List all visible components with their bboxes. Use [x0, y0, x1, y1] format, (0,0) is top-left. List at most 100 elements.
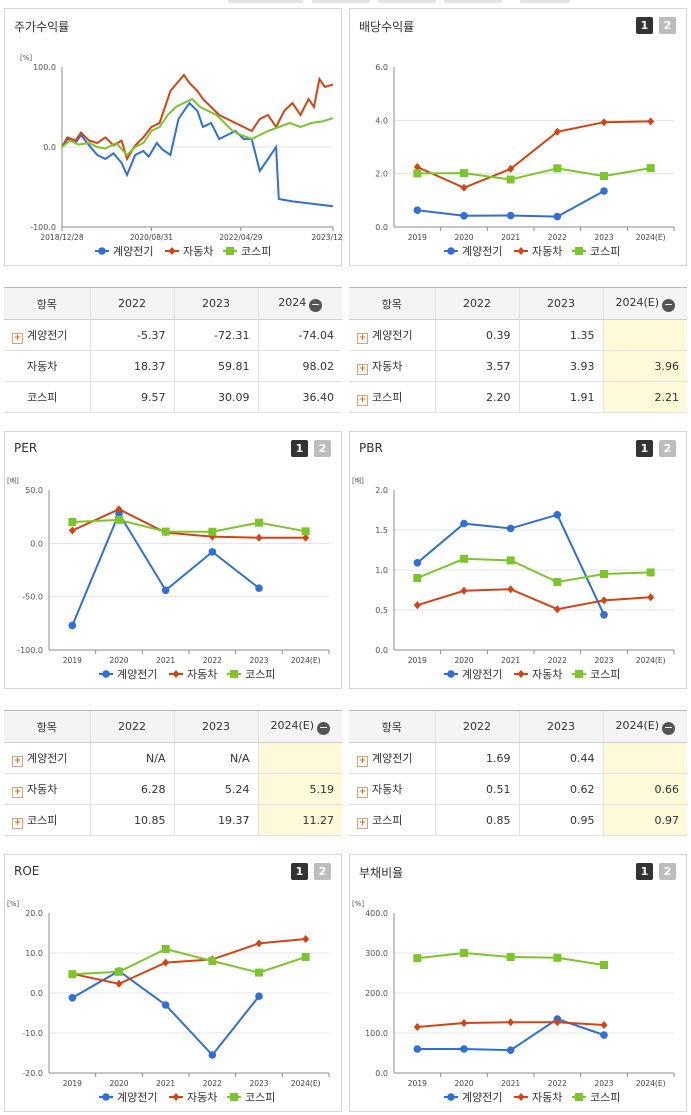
table-row: 자동차 18.37 59.81 98.02: [4, 350, 342, 382]
table-cell: 36.40: [257, 381, 342, 413]
data-point: [460, 949, 468, 957]
chart-view-2-button[interactable]: 2: [659, 17, 676, 34]
collapse-icon[interactable]: −: [662, 720, 676, 735]
chart-view-2-button[interactable]: 2: [314, 863, 331, 880]
table-cell: 1.35: [518, 319, 603, 351]
table-row: + 자동차 0.51 0.62 0.66: [349, 773, 687, 805]
table-cell: 1.91: [518, 381, 603, 413]
table-header-cell: 2022: [89, 287, 174, 320]
data-point: [600, 1021, 608, 1029]
y-tick-label: -100.0: [30, 223, 56, 232]
table-row: + 코스피 0.85 0.95 0.97: [349, 804, 687, 836]
data-point: [507, 164, 515, 173]
series-line: [71, 969, 260, 1057]
y-tick-label: -20.0: [22, 1069, 43, 1078]
legend-item: 코스피: [590, 668, 620, 681]
legend-item: 자동차: [187, 668, 217, 681]
data-point: [68, 526, 76, 535]
chart-view-1-button[interactable]: 1: [291, 863, 308, 880]
collapse-icon[interactable]: −: [662, 297, 676, 312]
data-point: [413, 601, 421, 610]
data-point: [600, 118, 608, 127]
data-point: [600, 187, 608, 195]
data-point: [255, 533, 263, 542]
expand-plus-icon[interactable]: +: [12, 332, 23, 344]
table-cell: + 계양전기: [4, 319, 90, 351]
table-row: + 계양전기 -5.37 -72.31 -74.04: [4, 319, 342, 351]
x-tick-label: 2023: [249, 1079, 268, 1088]
expand-plus-icon[interactable]: +: [12, 786, 23, 798]
data-point: [460, 212, 468, 220]
x-tick-label: 2020: [109, 1079, 128, 1088]
data-point: [413, 206, 422, 214]
y-tick-label: 50.0: [25, 486, 43, 495]
expand-plus-icon[interactable]: +: [357, 394, 368, 406]
data-point: [506, 524, 515, 533]
data-point: [162, 958, 170, 967]
y-tick-label: 400.0: [365, 909, 388, 918]
expand-plus-icon[interactable]: +: [12, 755, 23, 767]
pbr-chart: [배] 2.0 1.5 1.0 0.5 0.0 2019 2020 2021 2022 2023 20…: [352, 476, 675, 681]
data-point: [460, 1019, 468, 1027]
series-line: [61, 73, 334, 162]
top-strip: [0, 0, 691, 6]
table-cell: + 코스피: [349, 381, 435, 413]
expand-plus-icon[interactable]: +: [12, 817, 23, 829]
data-point: [460, 169, 468, 178]
x-tick-label: 2022: [203, 1079, 222, 1088]
table-cell: 2.21: [602, 381, 687, 413]
data-point: [506, 556, 515, 565]
table-row: + 자동차 6.28 5.24 5.19: [4, 773, 342, 805]
data-point: [161, 945, 170, 953]
data-point: [302, 935, 310, 943]
expand-plus-icon[interactable]: +: [357, 786, 368, 798]
data-point: [553, 127, 561, 136]
table-row: + 코스피 2.20 1.91 2.21: [349, 381, 687, 413]
y-tick-label: 2.0: [375, 486, 388, 495]
chart-view-1-button[interactable]: 1: [636, 440, 653, 457]
chart-view-2-button[interactable]: 2: [659, 863, 676, 880]
y-tick-label: 20.0: [25, 909, 43, 918]
x-tick-label: 2019: [63, 1079, 82, 1088]
x-tick-label: 2022: [548, 1079, 567, 1088]
data-point: [115, 509, 123, 518]
x-tick-label: 2023: [594, 656, 613, 665]
x-tick-label: 2023: [594, 233, 613, 242]
x-tick-label: 2023/12/28: [311, 233, 343, 242]
data-point: [226, 247, 234, 255]
table-cell: 18.37: [89, 350, 174, 382]
data-point: [517, 670, 525, 678]
data-point: [115, 505, 123, 514]
collapse-icon[interactable]: −: [309, 297, 323, 312]
chart-view-1-button[interactable]: 1: [636, 863, 653, 880]
data-point: [115, 515, 123, 524]
series-line: [72, 947, 306, 976]
table-cell: 3.93: [518, 350, 603, 382]
table-cell: [602, 742, 687, 774]
table-cell: 5.19: [257, 773, 342, 805]
table-cell: 10.85: [89, 804, 174, 836]
expand-plus-icon[interactable]: +: [357, 332, 368, 344]
table-cell: 0.44: [518, 742, 603, 774]
data-point: [600, 172, 608, 181]
data-point: [68, 994, 77, 1002]
expand-plus-icon[interactable]: +: [357, 817, 368, 829]
data-point: [208, 532, 216, 541]
table-cell: 2.20: [434, 381, 519, 413]
data-point: [413, 1045, 422, 1053]
data-point: [460, 519, 468, 528]
pbr-title: PBR: [359, 441, 383, 455]
chart-view-1-button[interactable]: 1: [291, 440, 308, 457]
debt-ratio-chart: [%]400.0 300.0 200.0 100.0 0.0 2019 2020 2021 20…: [352, 900, 675, 1104]
expand-plus-icon[interactable]: +: [357, 363, 368, 375]
chart-view-1-button[interactable]: 1: [636, 17, 653, 34]
collapse-icon[interactable]: −: [317, 720, 331, 735]
chart-view-2-button[interactable]: 2: [314, 440, 331, 457]
debt-ratio-title: 부채비율: [359, 866, 404, 880]
legend-item: 코스피: [245, 668, 275, 681]
x-tick-label: 2020: [454, 1079, 473, 1088]
expand-plus-icon[interactable]: +: [357, 755, 368, 767]
chart-view-2-button[interactable]: 2: [659, 440, 676, 457]
table-cell: 0.51: [434, 773, 519, 805]
